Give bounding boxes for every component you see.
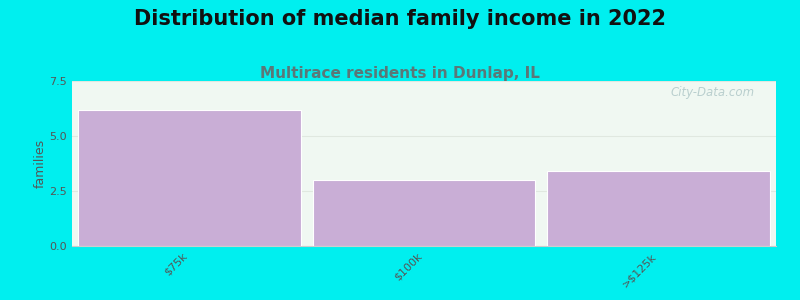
- Text: Distribution of median family income in 2022: Distribution of median family income in …: [134, 9, 666, 29]
- Bar: [547, 171, 770, 246]
- Text: Multirace residents in Dunlap, IL: Multirace residents in Dunlap, IL: [260, 66, 540, 81]
- Bar: [78, 110, 301, 246]
- Text: City-Data.com: City-Data.com: [670, 86, 755, 99]
- Y-axis label: families: families: [34, 139, 46, 188]
- Bar: [313, 180, 535, 246]
